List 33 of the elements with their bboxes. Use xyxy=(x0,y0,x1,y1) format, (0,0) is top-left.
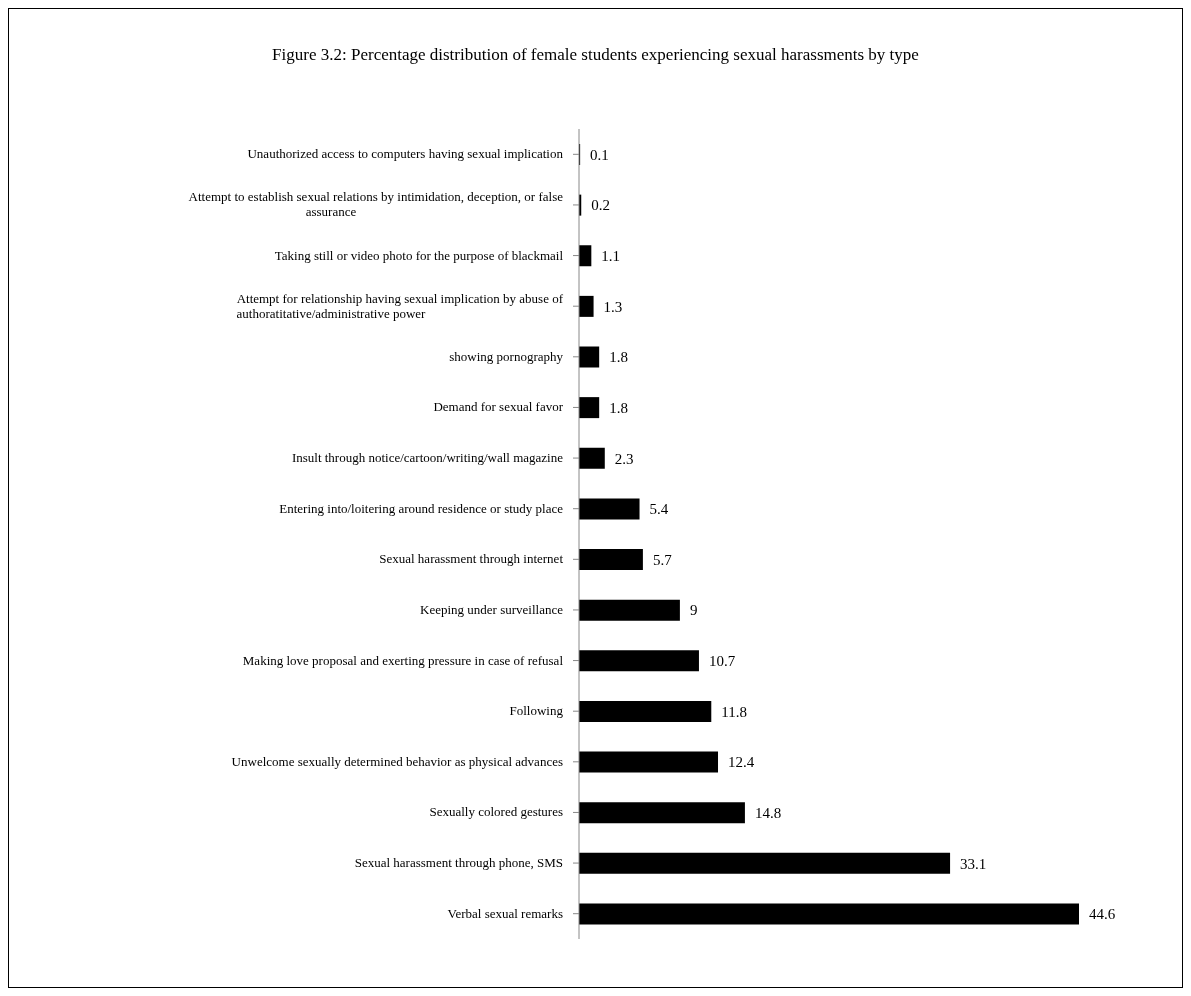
y-tick-label: Taking still or video photo for the purpose of blackmail xyxy=(274,247,564,263)
data-label: 14.8 xyxy=(754,804,782,821)
y-tick-label: Verbal sexual remarks xyxy=(447,905,563,921)
data-label: 1.1 xyxy=(601,248,621,265)
data-label: 1.8 xyxy=(609,399,628,416)
y-tick-label: Keeping under surveillance xyxy=(420,601,564,617)
data-label: 33.1 xyxy=(960,855,987,872)
data-label: 10.7 xyxy=(708,653,736,670)
y-tick-label: Making love proposal and exerting pressure in case of refusal xyxy=(242,652,564,668)
data-label: 2.3 xyxy=(614,450,634,467)
y-tick-label: Attempt to establish sexual relations by intimidation, deception, or false assurance xyxy=(188,189,564,220)
chart-title: Figure 3.2: Percentage distribution of female students experiencing sexual harassments by type xyxy=(271,45,920,65)
y-tick-label: showing pornography xyxy=(449,348,564,364)
data-label: 5.7 xyxy=(652,551,673,568)
y-tick-label: Following xyxy=(509,703,564,719)
y-tick-label: Attempt for relationship having sexual implication by abuse of authoratitative/administrative power xyxy=(236,290,564,321)
y-tick-label: Sexual harassment through internet xyxy=(379,551,564,567)
y-tick-label: Sexual harassment through phone, SMS xyxy=(354,855,563,871)
y-tick-label: Sexually colored gestures xyxy=(429,804,563,820)
data-label: 5.4 xyxy=(649,501,669,518)
y-tick-label: Entering into/loitering around residence or study place xyxy=(279,500,564,516)
data-label: 1.3 xyxy=(603,298,623,315)
y-tick-label: Unauthorized access to computers having sexual implication xyxy=(247,146,564,162)
data-label: 1.8 xyxy=(609,349,628,366)
data-label: 11.8 xyxy=(721,703,747,720)
y-tick-label: Unwelcome sexually determined behavior as physical advances xyxy=(231,753,563,769)
data-label: 12.4 xyxy=(728,754,755,771)
data-label: 9 xyxy=(689,602,698,619)
data-label: 0.2 xyxy=(591,197,610,214)
data-label: 0.1 xyxy=(590,146,609,163)
data-label: 44.6 xyxy=(1089,906,1116,923)
y-tick-label: Insult through notice/cartoon/writing/wall magazine xyxy=(291,450,564,466)
y-tick-label: Demand for sexual favor xyxy=(433,399,564,415)
